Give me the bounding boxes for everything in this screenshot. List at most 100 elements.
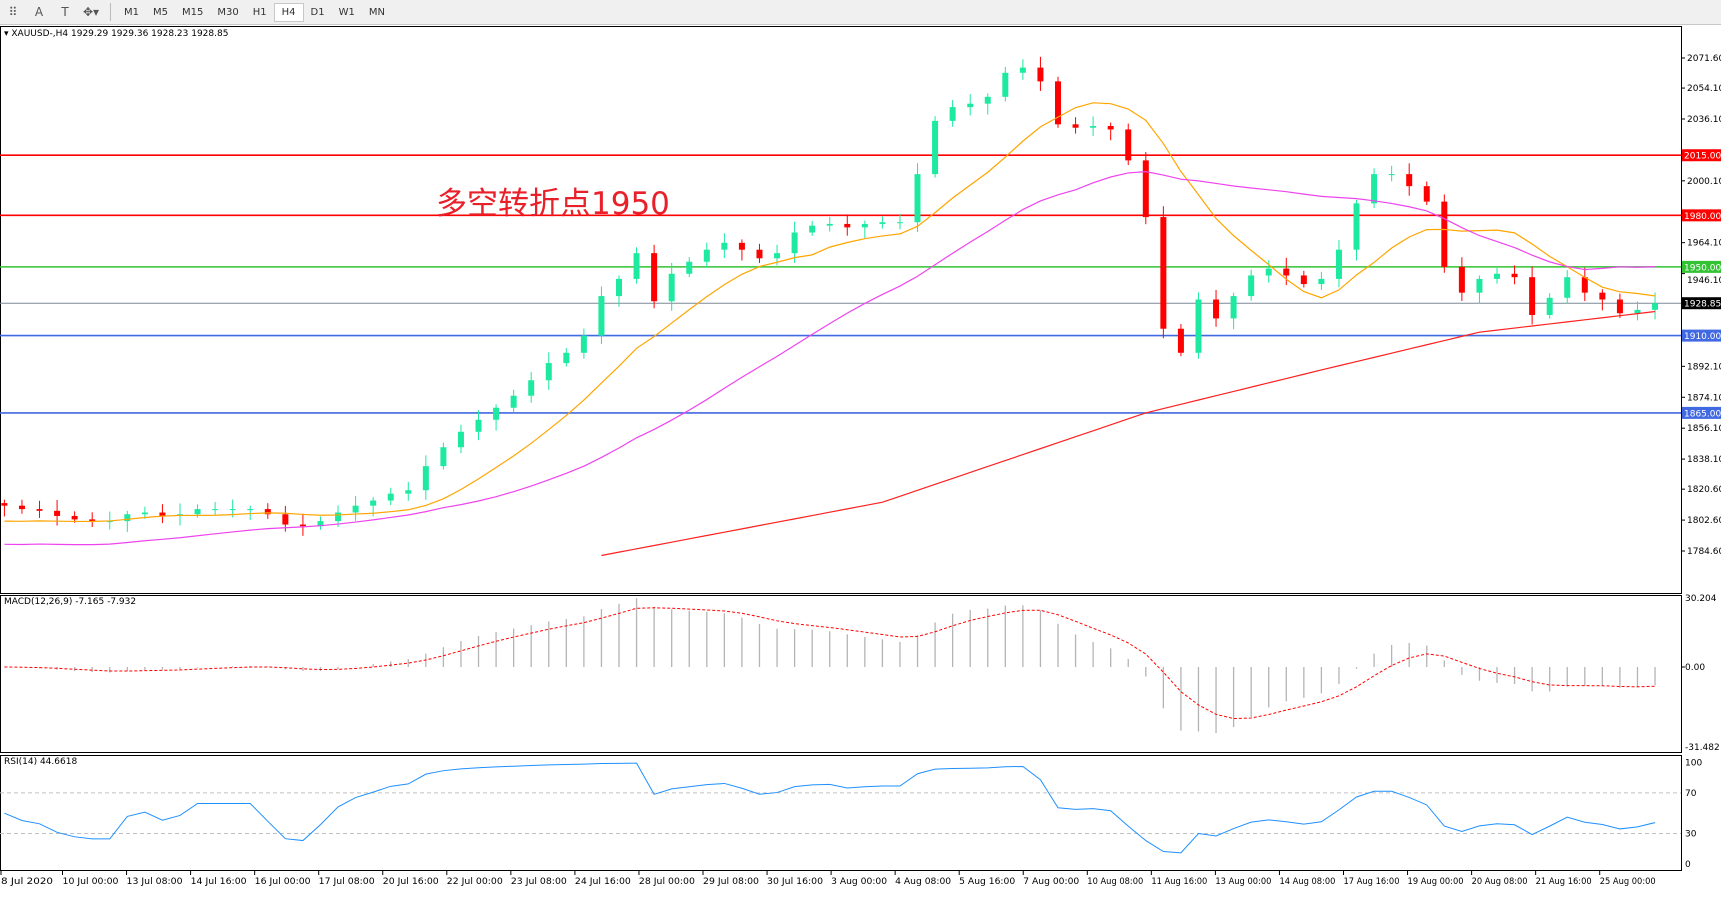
candle [177,503,183,526]
candle [809,220,816,236]
candle [949,100,956,127]
candle [1300,270,1307,288]
candle [1090,116,1097,137]
candle-body [1616,299,1623,314]
candle-body [580,335,587,353]
time-axis-label: 3 Aug 00:00 [831,877,887,887]
time-axis-label: 13 Aug 00:00 [1215,877,1271,887]
candle [668,262,675,311]
candle [932,116,939,178]
time-axis-label: 14 Aug 08:00 [1279,877,1335,887]
time-axis-label: 30 Jul 16:00 [767,877,823,887]
candle [36,500,43,518]
macd-pane [0,595,1682,753]
chart-window[interactable]: 2071.60 2054.10 2036.10 2000.10 1964.10 1946.… [0,26,1721,893]
candle-body [440,447,447,467]
timeframe-mn[interactable]: MN [368,6,385,18]
candle [580,328,587,359]
candle [1142,152,1149,225]
candle [1019,59,1026,80]
timeframe-m30[interactable]: M30 [217,6,239,18]
candle-body [1,503,8,506]
candle-body [1002,72,1009,97]
candle [1125,123,1132,166]
candle-body [370,500,377,506]
chart-canvas[interactable]: 2071.60 2054.10 2036.10 2000.10 1964.10 1946.… [0,26,1721,893]
price-tick-label: 1802.60 [1687,516,1721,526]
timeframe-w1[interactable]: W1 [338,6,355,18]
candle [1441,194,1448,273]
level-price-tag [1682,297,1721,310]
rsi-line [4,762,1656,854]
candle-body [475,419,482,432]
time-axis-label: 20 Jul 16:00 [383,877,439,887]
candle-body [1248,275,1255,297]
candle-body [1230,296,1237,319]
timeframe-h1[interactable]: H1 [252,6,267,18]
candle-body [335,512,342,522]
objects-icon[interactable]: ✥▾ [82,5,100,19]
candle [212,501,219,515]
candle [633,247,640,284]
candle [616,275,622,307]
candle-body [1581,277,1588,293]
timeframe-m1[interactable]: M1 [124,6,139,18]
candle-body [1599,292,1606,300]
annotation-text[interactable]: 多空转折点1950 [436,186,670,222]
candle-body [247,509,254,511]
candle-body [686,261,693,274]
rsi-scale-label: 0 [1685,860,1691,870]
time-axis-label: 24 Jul 16:00 [575,877,631,887]
candle [1160,206,1167,339]
timeframe-m5[interactable]: M5 [153,6,168,18]
candle-body [299,524,306,527]
candle-body [1019,67,1026,73]
time-axis-label: 14 Jul 16:00 [191,877,247,887]
candle-body [1564,277,1571,298]
candle-body [861,223,868,228]
candle-body [528,380,535,396]
text-T-icon[interactable]: T [61,5,69,19]
timeframe-d1[interactable]: D1 [310,6,325,18]
time-axis-label: 5 Aug 16:00 [959,877,1015,887]
candle [1423,181,1430,206]
candle [124,510,131,532]
candle-body [563,352,570,364]
candle [1458,257,1465,301]
candle-body [18,505,25,510]
time-axis-label: 10 Jul 00:00 [63,877,119,887]
candle [879,216,886,229]
candle-body [1265,268,1272,276]
candle-body [1160,217,1167,329]
level-price-label: 1928.85 [1684,300,1721,310]
level-price-label: 1865.00 [1684,409,1721,419]
candle [457,424,464,454]
level-price-tag [1682,329,1721,342]
candle [510,389,517,413]
candle [1335,240,1342,288]
level-price-tag [1682,260,1721,273]
candle [914,163,921,232]
candle-body [598,296,605,336]
candle [264,503,271,519]
candle-body [932,120,939,175]
time-axis-label: 13 Jul 08:00 [127,877,183,887]
candle [317,516,324,530]
candle [1652,292,1659,320]
candle [1388,165,1395,182]
grid-icon[interactable]: ⠿ [8,5,18,19]
candle-body [510,395,517,408]
timeframe-h4[interactable]: H4 [273,2,304,22]
candle [1195,292,1202,359]
macd-scale-label: 0.00 [1685,663,1705,673]
text-A-icon[interactable]: A [34,5,44,19]
moving-average-mid [4,171,1656,546]
timeframe-m15[interactable]: M15 [182,6,204,18]
price-tick-label: 1838.10 [1687,455,1721,465]
macd-signal-line [4,607,1656,720]
rsi-header: RSI(14) 44.6618 [4,757,78,767]
candle-body [914,174,921,223]
candle [756,243,763,263]
candle [1177,324,1184,357]
time-axis-label: 29 Jul 08:00 [703,877,759,887]
